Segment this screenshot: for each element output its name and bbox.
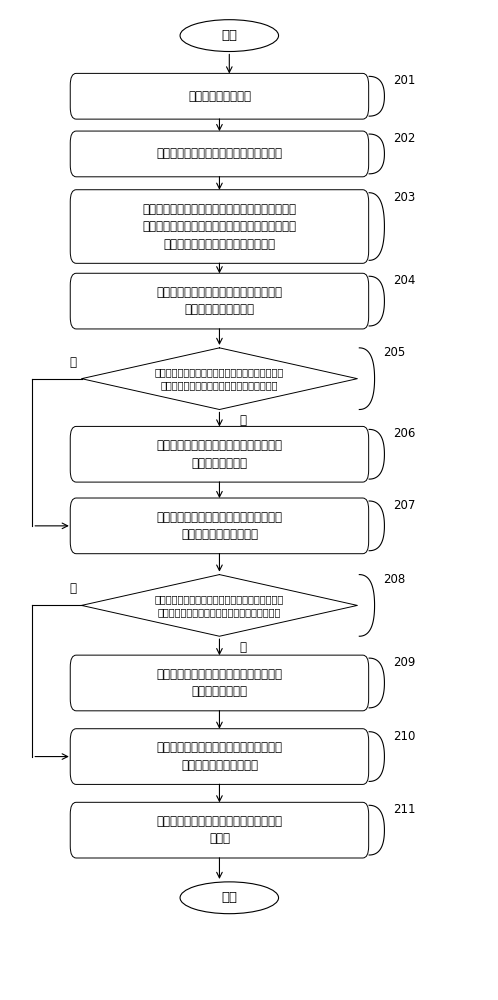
FancyBboxPatch shape [70,273,369,329]
Polygon shape [82,348,358,410]
Ellipse shape [180,20,278,52]
Text: 否: 否 [239,414,246,427]
Ellipse shape [180,882,278,914]
Text: 判断所述最新配置文件模板版本号与所述配置文件
最新版本号中的配置文件模板版本号是否相同: 判断所述最新配置文件模板版本号与所述配置文件 最新版本号中的配置文件模板版本号是… [155,367,284,390]
Text: 205: 205 [383,346,406,359]
Text: 207: 207 [393,499,416,512]
Text: 将最新配置文件参数嵌入最新配置文件模
板，生成最终的配置文件: 将最新配置文件参数嵌入最新配置文件模 板，生成最终的配置文件 [156,741,282,772]
FancyBboxPatch shape [70,802,369,858]
FancyBboxPatch shape [70,498,369,554]
Text: 210: 210 [393,730,416,743]
FancyBboxPatch shape [70,655,369,711]
Text: 是: 是 [70,582,77,595]
Text: 209: 209 [393,656,416,669]
Text: 判断所述最新配置文件参数的版本号与所述配置文
件最新版本号中的配置文件参数版本号是否相同: 判断所述最新配置文件参数的版本号与所述配置文 件最新版本号中的配置文件参数版本号… [155,594,284,617]
FancyBboxPatch shape [70,190,369,263]
Text: 发送所述最终配置文件和对应的应用到目
标集群: 发送所述最终配置文件和对应的应用到目 标集群 [156,815,282,845]
Polygon shape [82,575,358,636]
Text: 211: 211 [393,803,416,816]
Text: 根据最新配置文件参数版本号获取对应的
最新配置文件参数: 根据最新配置文件参数版本号获取对应的 最新配置文件参数 [156,668,282,698]
Text: 根据最新配置文件模板版本号获取对应的
最新配置文件模板: 根据最新配置文件模板版本号获取对应的 最新配置文件模板 [156,439,282,470]
Text: 根据所述的对象信息获得该对象对应的配置文件的
最新版本号，所述配置文件的版本号包括配置文件
模板版本号和配置文件参数的版本号: 根据所述的对象信息获得该对象对应的配置文件的 最新版本号，所述配置文件的版本号包… [142,203,296,251]
Text: 根据所述的对象信息获得该对象对应的最
新配置文件参数的版本号: 根据所述的对象信息获得该对象对应的最 新配置文件参数的版本号 [156,511,282,541]
Text: 解析所述请求，获得需要发布的对象信息: 解析所述请求，获得需要发布的对象信息 [156,147,282,160]
FancyBboxPatch shape [70,73,369,119]
Text: 结束: 结束 [221,891,238,904]
Text: 否: 否 [239,641,246,654]
FancyBboxPatch shape [70,729,369,784]
Text: 是: 是 [70,356,77,369]
Text: 202: 202 [393,132,416,145]
Text: 201: 201 [393,74,416,87]
Text: 204: 204 [393,274,416,287]
FancyBboxPatch shape [70,426,369,482]
Text: 接收发布应用的请求: 接收发布应用的请求 [188,90,251,103]
FancyBboxPatch shape [70,131,369,177]
Text: 203: 203 [393,191,415,204]
Text: 开始: 开始 [221,29,238,42]
Text: 206: 206 [393,427,416,440]
Text: 根据所述的对象信息获得该对象对应的最
新配置文件模板版本号: 根据所述的对象信息获得该对象对应的最 新配置文件模板版本号 [156,286,282,316]
Text: 208: 208 [383,573,406,586]
